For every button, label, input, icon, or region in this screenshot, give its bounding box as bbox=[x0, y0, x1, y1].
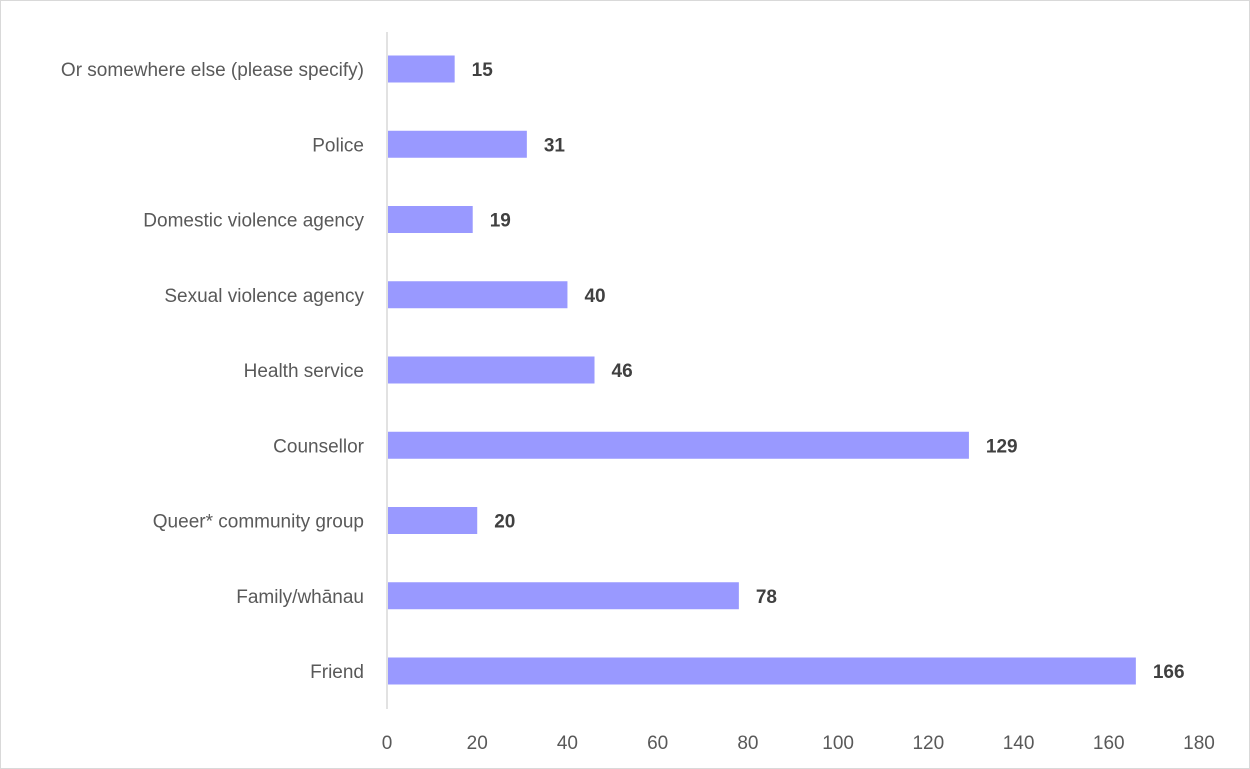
category-label-domestic-violence-agency: Domestic violence agency bbox=[143, 211, 364, 232]
data-label-counsellor: 129 bbox=[986, 436, 1018, 457]
category-label-queer-community-group: Queer* community group bbox=[153, 512, 364, 533]
bar-queer-community-group bbox=[388, 507, 478, 534]
x-tick-label-40: 40 bbox=[557, 733, 578, 754]
category-label-sexual-violence-agency: Sexual violence agency bbox=[164, 286, 364, 307]
data-label-domestic-violence-agency: 19 bbox=[490, 211, 511, 232]
bar-police bbox=[388, 130, 527, 158]
data-label-family-wh-nau: 78 bbox=[756, 587, 777, 608]
bar-domestic-violence-agency bbox=[388, 206, 473, 233]
category-label-health-service: Health service bbox=[244, 361, 364, 382]
x-tick-label-60: 60 bbox=[647, 733, 668, 754]
data-label-sexual-violence-agency: 40 bbox=[584, 286, 605, 307]
bar-friend bbox=[388, 657, 1136, 685]
data-labels: 166 78 20 129 46 40 19 31 15 bbox=[472, 60, 1185, 683]
bar-sexual-violence-agency bbox=[388, 281, 568, 309]
bars-group bbox=[388, 55, 1136, 685]
category-label-or-somewhere-else-please-specify: Or somewhere else (please specify) bbox=[61, 60, 364, 81]
category-label-friend: Friend bbox=[310, 662, 364, 683]
x-tick-label-180: 180 bbox=[1183, 733, 1215, 754]
bar-health-service bbox=[388, 356, 595, 384]
category-label-police: Police bbox=[312, 135, 364, 156]
x-tick-label-140: 140 bbox=[1003, 733, 1035, 754]
x-tick-label-80: 80 bbox=[737, 733, 758, 754]
x-tick-label-120: 120 bbox=[912, 733, 944, 754]
category-label-counsellor: Counsellor bbox=[273, 436, 364, 457]
x-tick-label-20: 20 bbox=[467, 733, 488, 754]
data-label-queer-community-group: 20 bbox=[494, 512, 515, 533]
bar-counsellor bbox=[388, 431, 969, 459]
x-axis-ticks: 0 20 40 60 80 100 120 140 160 180 bbox=[382, 733, 1215, 754]
bar-family-wh-nau bbox=[388, 582, 739, 610]
x-tick-label-0: 0 bbox=[382, 733, 393, 754]
data-label-health-service: 46 bbox=[612, 361, 633, 382]
bar-or-somewhere-else-please-specify bbox=[388, 55, 455, 83]
category-label-family-wh-nau: Family/whānau bbox=[236, 587, 364, 608]
x-tick-label-160: 160 bbox=[1093, 733, 1125, 754]
data-label-police: 31 bbox=[544, 135, 566, 156]
data-label-or-somewhere-else-please-specify: 15 bbox=[472, 60, 494, 81]
data-label-friend: 166 bbox=[1153, 662, 1185, 683]
category-labels: Friend Family/whānau Queer* community grou… bbox=[61, 60, 365, 683]
x-tick-label-100: 100 bbox=[822, 733, 854, 754]
